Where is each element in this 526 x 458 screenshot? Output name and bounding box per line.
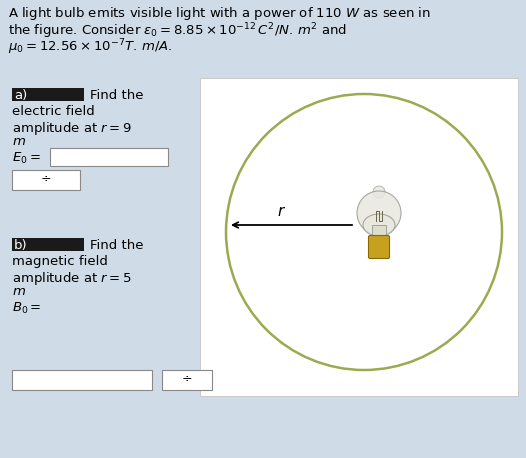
Bar — [0, 0, 526, 68]
Text: ÷: ÷ — [181, 372, 193, 386]
Text: $r$: $r$ — [277, 204, 286, 219]
Bar — [12, 170, 80, 190]
Text: amplitude at $r = 9$: amplitude at $r = 9$ — [12, 120, 132, 137]
Text: $E_0 =$: $E_0 =$ — [12, 151, 41, 166]
Text: $B_0 =$: $B_0 =$ — [12, 301, 42, 316]
Bar — [372, 225, 386, 239]
Ellipse shape — [363, 214, 395, 236]
Text: magnetic field: magnetic field — [12, 255, 108, 268]
Circle shape — [357, 191, 401, 235]
Bar — [200, 78, 518, 396]
Circle shape — [373, 186, 385, 198]
Text: Find the: Find the — [90, 239, 144, 252]
Text: a): a) — [14, 89, 27, 102]
Bar — [12, 238, 84, 251]
Text: amplitude at $r = 5$: amplitude at $r = 5$ — [12, 270, 132, 287]
Bar — [12, 370, 152, 390]
Bar — [162, 370, 212, 390]
Text: the figure. Consider $\varepsilon_0 = 8.85 \times 10^{-12}\,C^2/N.\,m^2$ and: the figure. Consider $\varepsilon_0 = 8.… — [8, 21, 347, 41]
Text: $m$: $m$ — [12, 285, 26, 298]
Text: $m$: $m$ — [12, 135, 26, 148]
Text: $\mu_0 = 12.56 \times 10^{-7}T.\,m/A$.: $\mu_0 = 12.56 \times 10^{-7}T.\,m/A$. — [8, 37, 173, 57]
Text: Find the: Find the — [90, 89, 144, 102]
Text: electric field: electric field — [12, 105, 95, 118]
Bar — [12, 88, 84, 101]
Bar — [50, 148, 168, 166]
Text: ÷: ÷ — [41, 173, 52, 185]
FancyBboxPatch shape — [369, 235, 389, 258]
Text: b): b) — [14, 239, 28, 252]
Text: A light bulb emits visible light with a power of 110 $W$ as seen in: A light bulb emits visible light with a … — [8, 5, 431, 22]
